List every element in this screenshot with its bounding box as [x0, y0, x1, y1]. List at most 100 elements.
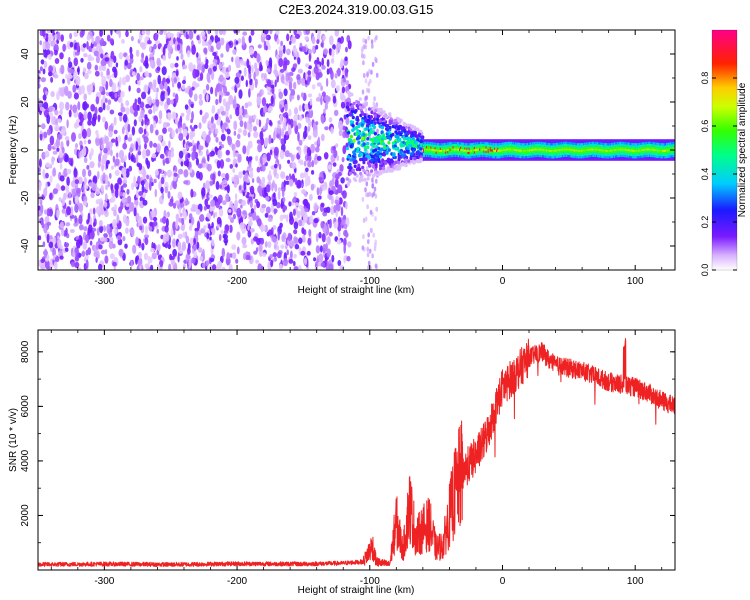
spectrogram-cell	[586, 153, 588, 156]
spectrogram-cell	[235, 163, 238, 168]
spectrogram-cell	[516, 146, 518, 149]
spectrogram-cell	[115, 62, 119, 68]
spectrogram-cell	[321, 57, 325, 67]
spectrogram-cell	[268, 105, 273, 112]
spectrogram-cell	[536, 152, 539, 155]
spectrogram-cell	[167, 243, 172, 250]
spectrogram-cell	[268, 57, 273, 67]
spectrogram-cell	[394, 130, 398, 134]
spectrogram-cell	[597, 148, 599, 151]
spectrogram-cell	[237, 133, 241, 140]
spectrogram-cell	[224, 186, 230, 191]
spectrogram-cell	[659, 151, 662, 154]
spectrogram-cell	[643, 150, 646, 153]
spectrogram-cell	[98, 106, 103, 113]
spectrogram-cell	[472, 147, 475, 150]
spectrogram-cell	[606, 151, 609, 155]
spectrogram-cell	[484, 148, 486, 151]
spectrogram-cell	[641, 153, 644, 156]
spectrogram-cell	[605, 151, 608, 155]
spectrogram-cell	[170, 228, 174, 238]
spectrogram-cell	[477, 155, 479, 158]
spectrogram-cell	[434, 144, 437, 148]
spectrogram-cell	[368, 163, 372, 168]
spectrogram-cell	[370, 154, 374, 159]
spectrogram-cell	[423, 146, 426, 149]
spectrogram-cell	[466, 149, 468, 152]
spectrogram-cell	[588, 155, 591, 158]
spectrogram-cell	[109, 60, 113, 68]
spectrogram-cell	[199, 72, 204, 81]
spectrogram-cell	[308, 229, 312, 237]
spectrogram-cell	[302, 233, 306, 242]
spectrogram-cell	[583, 153, 585, 156]
spectrogram-cell	[550, 145, 552, 148]
spectrogram-cell	[618, 150, 620, 153]
spectrogram-cell	[517, 144, 519, 147]
spectrogram-cell	[552, 143, 554, 146]
spectrogram-cell	[564, 148, 566, 151]
spectrogram-cell	[629, 151, 632, 154]
spectrogram-cell	[491, 156, 494, 159]
spectrogram-cell	[539, 146, 542, 149]
spectrogram-cell	[332, 44, 336, 50]
spectrogram-cell	[361, 165, 365, 170]
spectrogram-cell	[520, 147, 523, 150]
spectrogram-cell	[497, 156, 499, 159]
spectrogram-cell	[359, 157, 363, 162]
spectrogram-cell	[632, 156, 634, 159]
spectrogram-cell	[166, 97, 171, 106]
spectrogram-cell	[191, 248, 195, 254]
spectrogram-cell	[234, 76, 240, 84]
spectrogram-cell	[501, 155, 503, 158]
spectrogram-cell	[336, 42, 341, 51]
spectrogram-cell	[566, 148, 568, 151]
spectrogram-cell	[570, 146, 572, 149]
spectrogram-cell	[501, 149, 503, 152]
spectrogram-cell	[324, 30, 328, 33]
spectrogram-cell	[355, 103, 359, 108]
spectrogram-cell	[374, 193, 378, 199]
spectrogram-cell	[56, 147, 60, 152]
spectrogram-cell	[304, 36, 310, 41]
spectrogram-cell	[368, 68, 371, 74]
spectrogram-cell	[273, 208, 277, 215]
spectrogram-cell	[626, 153, 629, 156]
spectrogram-cell	[632, 145, 634, 148]
spectrogram-cell	[136, 212, 140, 222]
spectrogram-cell	[589, 152, 592, 155]
spectrogram-cell	[536, 144, 539, 147]
spectrogram-cell	[554, 143, 557, 146]
spectrogram-cell	[573, 147, 576, 150]
spectrogram-cell	[131, 71, 136, 77]
spectrogram-cell	[165, 38, 169, 46]
spectrogram-cell	[506, 148, 509, 151]
spectrogram-cell	[463, 149, 465, 152]
spectrogram-cell	[491, 149, 494, 152]
spectrogram-cell	[292, 208, 296, 216]
spectrogram-cell	[544, 151, 547, 154]
spectrogram-cell	[477, 144, 479, 147]
spectrogram-cell	[564, 144, 566, 147]
spectrogram-cell	[242, 170, 246, 175]
spectrogram-cell	[468, 156, 471, 159]
spectrogram-cell	[455, 152, 458, 155]
spectrogram-cell	[344, 67, 348, 77]
spectrogram-cell	[341, 219, 346, 226]
spectrogram-cell	[499, 156, 501, 159]
spectrogram-cell	[502, 146, 505, 149]
spectrogram-cell	[425, 144, 427, 147]
spectrogram-cell	[267, 217, 273, 222]
spectrogram-cell	[558, 148, 561, 152]
spectrogram-cell	[48, 53, 52, 61]
spectrogram-cell	[547, 155, 549, 159]
spectrogram-cell	[628, 147, 631, 150]
spectrogram-cell	[542, 150, 545, 154]
spectrogram-cell	[153, 178, 157, 184]
spectrogram-cell	[216, 84, 219, 90]
spectrogram-cell	[553, 149, 555, 152]
spectrogram-cell	[333, 109, 339, 117]
spectrogram-cell	[78, 214, 83, 225]
spectrogram-cell	[436, 151, 439, 154]
spectrogram-cell	[496, 156, 498, 159]
